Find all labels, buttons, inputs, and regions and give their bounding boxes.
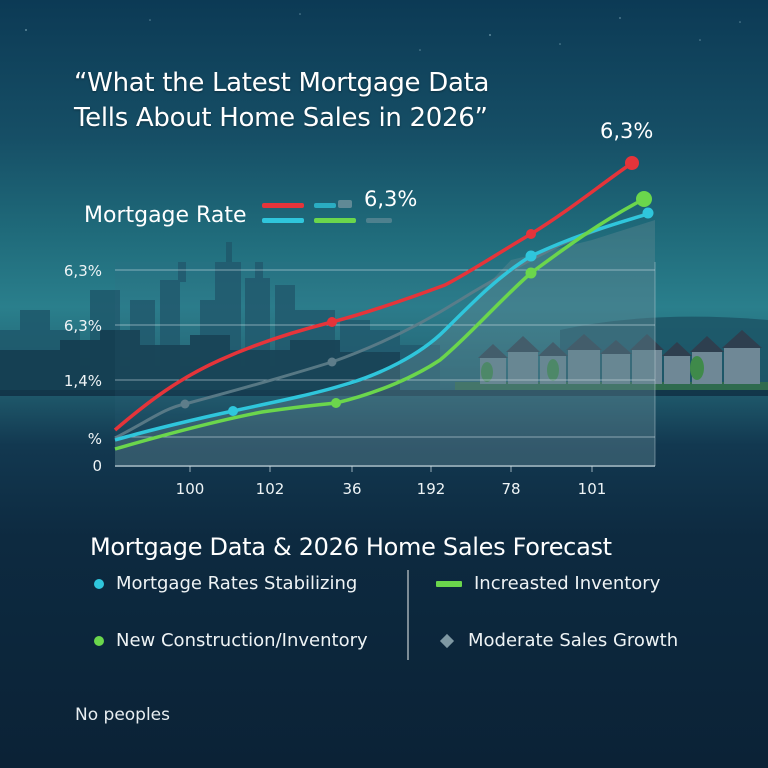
- legend-swatch-red: [262, 203, 304, 208]
- y-tick-label: 1,4%: [63, 372, 102, 390]
- x-tick-label: 101: [577, 480, 607, 498]
- gridlines: [115, 269, 655, 438]
- y-tick-label: %: [87, 430, 102, 448]
- series-new-construction: [114, 197, 645, 451]
- cyan-dot-icon: [94, 578, 104, 589]
- green-dot-icon: [94, 635, 104, 646]
- houses-illustration: [455, 330, 768, 390]
- legend-item-increased-inventory: Increasted Inventory: [436, 573, 660, 594]
- legend-mortgage-rate-label: Mortgage Rate: [84, 203, 247, 228]
- legend-swatch-cyan: [262, 218, 304, 223]
- diamond-icon: [439, 633, 455, 648]
- chart-title: “What the Latest Mortgage Data Tells Abo…: [74, 68, 490, 133]
- green-bar-icon: [436, 580, 462, 587]
- x-tick-label: 102: [255, 480, 285, 498]
- y-tick-label: 0: [92, 457, 102, 475]
- legend-swatch-gray-small: [338, 200, 352, 208]
- legend-item-label: Mortgage Rates Stabilizing: [116, 573, 358, 594]
- y-tick-label: 6,3%: [63, 317, 102, 335]
- legend-item-moderate-sales-growth: Moderate Sales Growth: [438, 630, 678, 651]
- legend-swatch-green: [314, 218, 356, 223]
- series-mortgage-rates-stabilizing: [114, 212, 649, 442]
- footnote: No peoples: [75, 705, 171, 725]
- x-tick-label: 192: [416, 480, 446, 498]
- legend-item-label: New Construction/Inventory: [116, 630, 368, 651]
- forecast-section-title: Mortgage Data & 2026 Home Sales Forecast: [90, 533, 612, 561]
- legend-item-label: Moderate Sales Growth: [468, 630, 679, 651]
- legend-item-new-construction: New Construction/Inventory: [94, 630, 368, 651]
- legend-divider: [407, 570, 409, 660]
- x-tick-label: 36: [342, 480, 362, 498]
- x-tick-label: 100: [175, 480, 205, 498]
- legend-rate-value: 6,3%: [364, 187, 418, 211]
- legend-item-label: Increasted Inventory: [474, 573, 661, 594]
- y-tick-label: 6,3%: [63, 262, 102, 280]
- x-tick-label: 78: [501, 480, 521, 498]
- series-mortgage-rate: [113, 161, 633, 432]
- legend-swatch-cyan-small: [314, 203, 336, 208]
- legend-swatch-gray-faint: [366, 218, 392, 223]
- end-value-label: 6,3%: [600, 119, 654, 143]
- legend-item-mortgage-rates-stabilizing: Mortgage Rates Stabilizing: [94, 573, 357, 594]
